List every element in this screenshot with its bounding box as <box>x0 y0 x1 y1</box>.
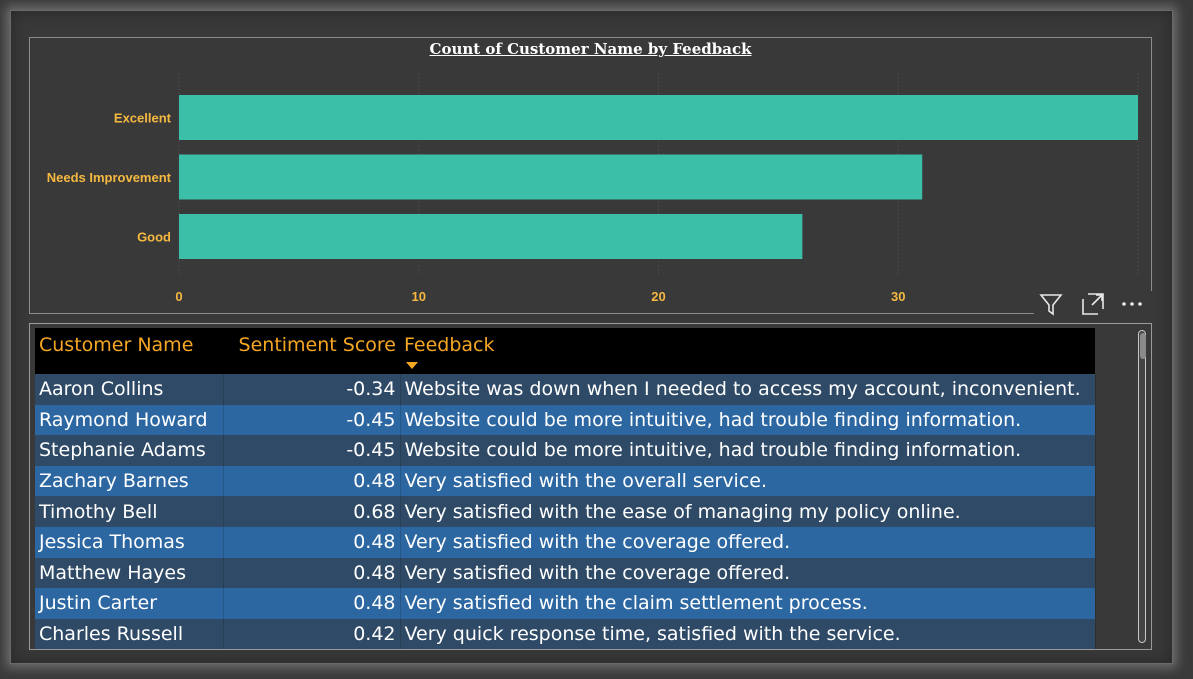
cell-customer-name: Raymond Howard <box>35 404 224 436</box>
cell-customer-name: Zachary Barnes <box>35 465 224 497</box>
cell-sentiment-score: 0.48 <box>223 465 401 497</box>
y-category-label: Excellent <box>114 111 172 126</box>
table-visual[interactable]: Customer Name Sentiment Score Feedback A… <box>29 323 1152 650</box>
cell-customer-name: Jessica Thomas <box>35 526 224 558</box>
cell-feedback: Very satisfied with the ease of managing… <box>400 496 1096 527</box>
x-tick-label: 0 <box>175 289 182 304</box>
filter-icon[interactable] <box>1038 291 1064 317</box>
scrollbar-thumb[interactable] <box>1140 333 1146 359</box>
cell-customer-name: Stephanie Adams <box>35 435 224 466</box>
sort-descending-icon <box>406 362 418 369</box>
y-category-label: Needs Improvement <box>47 170 172 185</box>
visual-header <box>1034 291 1152 319</box>
cell-feedback: Very quick response time, satisfied with… <box>400 618 1096 649</box>
cell-sentiment-score: 0.42 <box>223 618 401 649</box>
table-row[interactable]: Stephanie Adams -0.45 Website could be mor… <box>35 435 1096 466</box>
x-tick-label: 10 <box>412 289 426 304</box>
cell-customer-name: Justin Carter <box>35 588 224 619</box>
cell-customer-name: Charles Russell <box>35 618 224 649</box>
column-header-sentiment-score[interactable]: Sentiment Score <box>223 328 400 374</box>
table-row[interactable]: Timothy Bell 0.68 Very satisfied with the … <box>35 496 1096 527</box>
table-row[interactable]: Justin Carter 0.48 Very satisfied with the… <box>35 588 1096 619</box>
cell-feedback: Very satisfied with the coverage offered… <box>400 557 1096 589</box>
bar-good[interactable] <box>179 214 803 259</box>
y-category-label: Good <box>137 230 171 245</box>
table-header-row: Customer Name Sentiment Score Feedback <box>35 328 1095 374</box>
bar-excellent[interactable] <box>179 95 1138 140</box>
column-header-feedback-label: Feedback <box>404 334 495 356</box>
bar-needs-improvement[interactable] <box>179 154 923 200</box>
cell-sentiment-score: 0.48 <box>223 588 401 619</box>
bar-chart-visual[interactable]: 0 10 20 30 Excellent Needs Improvement Good Co… <box>29 37 1152 314</box>
cell-customer-name: Matthew Hayes <box>35 557 224 589</box>
cell-feedback: Website could be more intuitive, had tro… <box>400 404 1096 436</box>
more-options-icon[interactable] <box>1118 291 1150 317</box>
table-row[interactable]: Zachary Barnes 0.48 Very satisfied with th… <box>35 465 1096 497</box>
x-tick-label: 30 <box>891 289 905 304</box>
cell-feedback: Very satisfied with the claim settlement… <box>400 588 1096 619</box>
cell-feedback: Very satisfied with the coverage offered… <box>400 526 1096 558</box>
cell-customer-name: Aaron Collins <box>35 374 224 405</box>
cell-feedback: Website was down when I needed to access… <box>400 374 1096 405</box>
x-tick-label: 20 <box>651 289 665 304</box>
cell-customer-name: Timothy Bell <box>35 496 224 527</box>
cell-feedback: Very satisfied with the overall service. <box>400 465 1096 497</box>
table-row[interactable]: Aaron Collins -0.34 Website was down when … <box>35 374 1096 405</box>
focus-mode-icon[interactable] <box>1080 291 1106 317</box>
cell-sentiment-score: -0.34 <box>223 374 401 405</box>
cell-sentiment-score: 0.48 <box>223 557 401 589</box>
table-row[interactable]: Charles Russell 0.42 Very quick response t… <box>35 618 1096 649</box>
column-header-feedback[interactable]: Feedback <box>400 328 1095 374</box>
data-table: Customer Name Sentiment Score Feedback A… <box>35 328 1096 649</box>
cell-sentiment-score: -0.45 <box>223 404 401 436</box>
cell-sentiment-score: -0.45 <box>223 435 401 466</box>
column-header-customer-name[interactable]: Customer Name <box>35 328 223 374</box>
table-row[interactable]: Jessica Thomas 0.48 Very satisfied with th… <box>35 526 1096 558</box>
cell-sentiment-score: 0.48 <box>223 526 401 558</box>
bar-chart-svg: 0 10 20 30 Excellent Needs Improvement Good <box>47 73 1139 304</box>
table-row[interactable]: Raymond Howard -0.45 Website could be more… <box>35 404 1096 436</box>
vertical-scrollbar[interactable] <box>1137 328 1147 645</box>
table-body: Aaron Collins -0.34 Website was down when … <box>35 374 1096 649</box>
chart-title: Count of Customer Name by Feedback <box>429 40 752 58</box>
cell-feedback: Website could be more intuitive, had tro… <box>400 435 1096 466</box>
scrollbar-track <box>1138 330 1146 643</box>
cell-sentiment-score: 0.68 <box>223 496 401 527</box>
table-row[interactable]: Matthew Hayes 0.48 Very satisfied with the… <box>35 557 1096 589</box>
